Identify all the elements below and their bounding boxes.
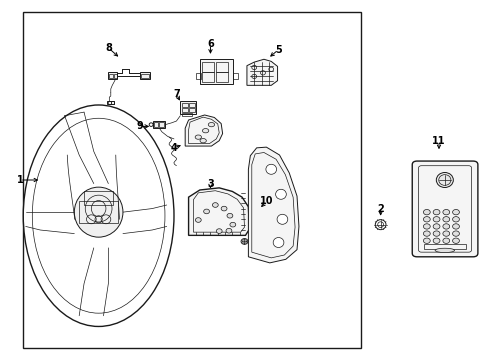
Bar <box>196 73 201 79</box>
Text: 8: 8 <box>105 43 112 53</box>
Bar <box>111 101 114 104</box>
Text: 3: 3 <box>206 179 213 189</box>
Ellipse shape <box>216 229 222 233</box>
Ellipse shape <box>229 222 235 227</box>
Ellipse shape <box>442 210 449 215</box>
Polygon shape <box>248 147 298 263</box>
Ellipse shape <box>442 231 449 236</box>
Ellipse shape <box>423 238 429 243</box>
Ellipse shape <box>208 122 214 127</box>
Text: 6: 6 <box>206 39 213 49</box>
Ellipse shape <box>374 220 385 230</box>
Polygon shape <box>185 115 222 146</box>
Polygon shape <box>246 59 277 85</box>
Text: 7: 7 <box>173 89 180 99</box>
Text: 2: 2 <box>377 203 383 213</box>
Bar <box>154 122 158 127</box>
Bar <box>114 73 116 78</box>
Ellipse shape <box>432 224 439 229</box>
Ellipse shape <box>74 187 122 237</box>
Bar <box>141 73 148 78</box>
Ellipse shape <box>432 210 439 215</box>
Polygon shape <box>188 188 249 235</box>
Text: 4: 4 <box>170 143 177 153</box>
Ellipse shape <box>432 238 439 243</box>
Ellipse shape <box>275 189 286 199</box>
Ellipse shape <box>452 210 458 215</box>
Ellipse shape <box>452 224 458 229</box>
Ellipse shape <box>23 105 174 327</box>
Bar <box>153 121 165 128</box>
Ellipse shape <box>203 209 209 214</box>
Text: 9: 9 <box>136 121 143 131</box>
Bar <box>215 62 227 72</box>
Ellipse shape <box>434 248 454 252</box>
Ellipse shape <box>442 224 449 229</box>
Ellipse shape <box>423 210 429 215</box>
Bar <box>202 62 214 72</box>
Text: 5: 5 <box>275 45 282 55</box>
Bar <box>79 202 118 223</box>
Ellipse shape <box>423 217 429 222</box>
Bar <box>189 103 195 108</box>
Bar <box>180 102 196 114</box>
Bar <box>182 108 188 112</box>
Bar <box>108 72 117 79</box>
Ellipse shape <box>277 214 287 224</box>
Ellipse shape <box>432 217 439 222</box>
Text: 1: 1 <box>17 175 23 185</box>
Ellipse shape <box>212 203 218 207</box>
Ellipse shape <box>200 139 206 143</box>
Ellipse shape <box>195 135 201 139</box>
Ellipse shape <box>265 164 276 174</box>
Bar <box>182 113 192 116</box>
Ellipse shape <box>442 217 449 222</box>
Bar <box>23 12 361 348</box>
Bar <box>424 244 465 249</box>
Ellipse shape <box>225 228 231 233</box>
Bar <box>108 101 111 104</box>
FancyBboxPatch shape <box>411 161 477 257</box>
Text: 10: 10 <box>259 197 273 206</box>
Text: 11: 11 <box>431 136 445 146</box>
Bar <box>107 101 114 104</box>
Ellipse shape <box>452 217 458 222</box>
Ellipse shape <box>452 238 458 243</box>
Bar <box>182 103 188 108</box>
Ellipse shape <box>432 231 439 236</box>
Ellipse shape <box>423 224 429 229</box>
Ellipse shape <box>241 239 247 244</box>
Ellipse shape <box>226 213 232 218</box>
Ellipse shape <box>273 238 284 248</box>
Ellipse shape <box>442 238 449 243</box>
Bar <box>232 73 237 79</box>
Bar <box>202 72 214 82</box>
Bar <box>84 191 113 205</box>
Ellipse shape <box>221 206 226 211</box>
Ellipse shape <box>435 172 452 188</box>
Ellipse shape <box>195 218 201 222</box>
Bar <box>215 72 227 82</box>
Bar <box>159 122 163 127</box>
Ellipse shape <box>452 231 458 236</box>
Bar <box>109 73 113 78</box>
Bar <box>200 59 232 84</box>
Bar <box>189 108 195 112</box>
Bar <box>140 72 149 79</box>
Ellipse shape <box>202 129 208 133</box>
Ellipse shape <box>423 231 429 236</box>
